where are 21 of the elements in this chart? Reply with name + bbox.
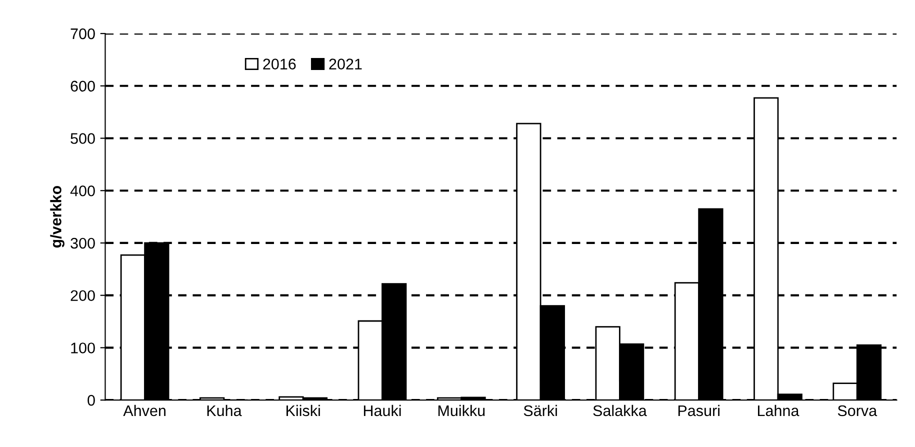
y-tick-label: 700 (70, 28, 95, 40)
y-tick-label: 300 (70, 238, 95, 249)
y-tick-label: 0 (88, 394, 95, 406)
y-tick-label: 100 (71, 342, 95, 354)
x-tick-label: Hauki (364, 404, 401, 416)
x-tick-label: Kiiski (286, 404, 320, 416)
x-tick-label: Kuha (207, 404, 242, 416)
legend-label: 2016 (263, 58, 296, 70)
x-tick-label: Lahna (758, 404, 800, 416)
x-tick-label: Sorva (838, 405, 878, 416)
y-tick-label: 200 (70, 290, 95, 302)
y-tick-label: 500 (70, 133, 95, 144)
x-tick-label: Muikku (438, 404, 485, 416)
y-axis-title: g/verkko (50, 186, 64, 248)
x-tick-label: Särki (524, 404, 557, 416)
y-tick-label: 600 (70, 80, 95, 92)
legend-label: 2021 (329, 58, 362, 70)
x-tick-label: Salakka (593, 404, 647, 416)
y-tick-label: 400 (70, 185, 95, 196)
x-tick-label: Ahven (123, 404, 166, 416)
x-tick-label: Pasuri (678, 404, 720, 416)
